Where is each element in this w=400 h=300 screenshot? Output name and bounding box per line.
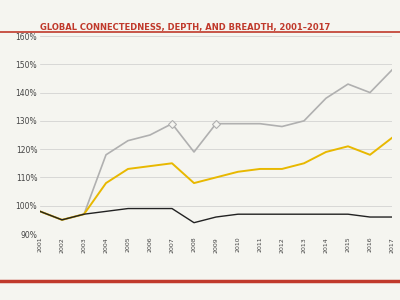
- Text: GLOBAL CONNECTEDNESS, DEPTH, AND BREADTH, 2001–2017: GLOBAL CONNECTEDNESS, DEPTH, AND BREADTH…: [40, 23, 330, 32]
